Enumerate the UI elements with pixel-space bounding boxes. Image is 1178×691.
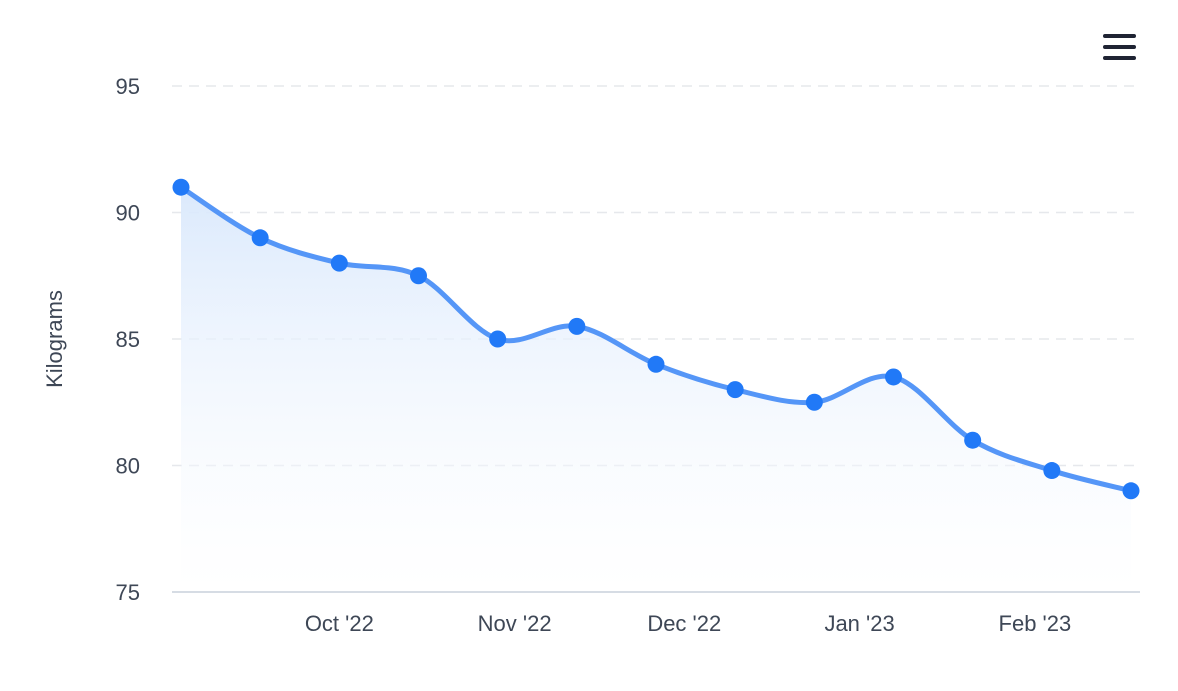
data-point[interactable]	[726, 381, 744, 399]
data-point[interactable]	[251, 229, 269, 247]
data-markers	[172, 178, 1140, 500]
data-point[interactable]	[1122, 482, 1140, 500]
y-tick-label: 95	[116, 74, 140, 99]
hamburger-menu-icon	[1103, 45, 1136, 49]
data-point[interactable]	[647, 355, 665, 373]
area-fill-path	[181, 187, 1131, 592]
x-tick-label: Nov '22	[478, 611, 552, 636]
y-axis-labels: 75 80 85 90 95	[116, 74, 140, 605]
y-tick-label: 80	[116, 454, 140, 479]
x-axis-labels: Oct '22 Nov '22 Dec '22 Jan '23 Feb '23	[305, 611, 1071, 636]
data-point[interactable]	[964, 431, 982, 449]
hamburger-menu-icon	[1103, 34, 1136, 38]
data-point[interactable]	[568, 317, 586, 335]
data-point[interactable]	[330, 254, 348, 272]
data-point[interactable]	[489, 330, 507, 348]
x-tick-label: Feb '23	[999, 611, 1072, 636]
x-tick-label: Dec '22	[647, 611, 721, 636]
area-fill	[181, 187, 1131, 592]
y-tick-label: 85	[116, 327, 140, 352]
data-point[interactable]	[172, 178, 190, 196]
data-point[interactable]	[805, 393, 823, 411]
hamburger-menu-icon	[1103, 56, 1136, 60]
x-tick-label: Oct '22	[305, 611, 374, 636]
menu-button[interactable]	[1098, 30, 1140, 66]
y-axis-title: Kilograms	[42, 290, 67, 388]
y-tick-label: 75	[116, 580, 140, 605]
data-point[interactable]	[885, 368, 902, 386]
x-tick-label: Jan '23	[824, 611, 894, 636]
data-point[interactable]	[1043, 462, 1061, 480]
data-point[interactable]	[410, 267, 427, 285]
y-tick-label: 90	[116, 201, 140, 226]
